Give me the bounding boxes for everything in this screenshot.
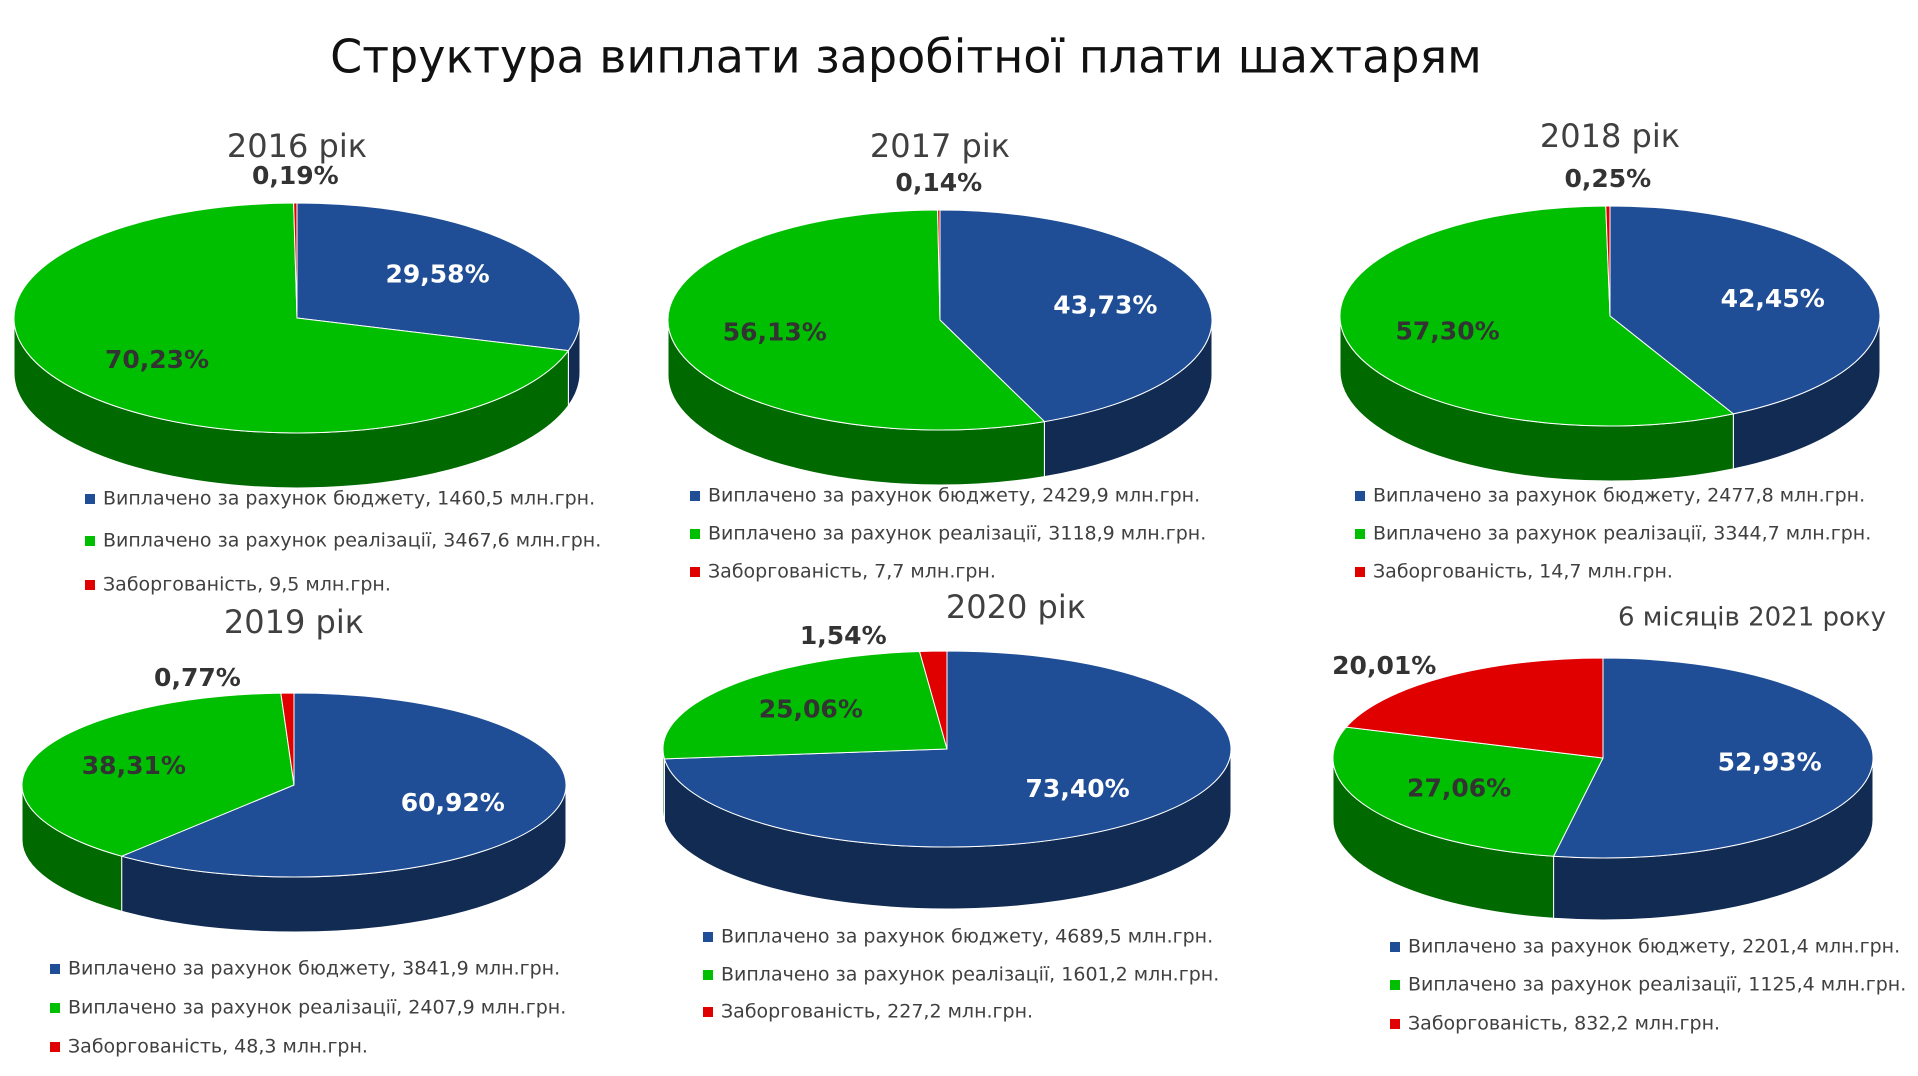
legend-entry: Виплачено за рахунок бюджету, 3841,9 млн… <box>68 958 560 980</box>
pie-chart: 2020 рік 73,40% 25,06% 1,54% Виплачено за ра… <box>662 588 1232 1023</box>
legend-entry: Виплачено за рахунок реалізації, 3118,9 … <box>708 523 1206 545</box>
pie-slice <box>939 209 1213 423</box>
data-label: 20,01% <box>1332 651 1436 680</box>
pie-slice <box>1552 657 1874 859</box>
pie-chart: 2016 рік 29,58% 70,23% 0,19% Виплачено за ра… <box>13 127 601 596</box>
data-label: 43,73% <box>1053 291 1157 320</box>
pie-chart: 2018 рік 42,45% 57,30% 0,25% Виплачено за ра… <box>1339 117 1881 583</box>
legend-entry: Виплачено за рахунок реалізації, 1601,2 … <box>721 964 1219 986</box>
data-label: 29,58% <box>386 259 490 288</box>
chart-title: 2016 рік <box>227 127 367 165</box>
legend-entry: Заборгованість, 48,3 млн.грн. <box>68 1036 368 1058</box>
legend-swatch <box>85 494 95 504</box>
pie-slice <box>293 202 298 319</box>
pie-slice <box>1609 205 1881 415</box>
pie-chart: 2017 рік 43,73% 56,13% 0,14% Виплачено за ра… <box>667 127 1213 583</box>
data-label: 0,77% <box>154 663 241 692</box>
data-label: 73,40% <box>1026 774 1130 803</box>
data-label: 52,93% <box>1718 748 1822 777</box>
data-label: 42,45% <box>1721 284 1825 313</box>
data-label: 0,25% <box>1565 164 1652 193</box>
data-label: 0,14% <box>895 168 982 197</box>
legend-swatch <box>703 932 713 942</box>
pie-slice <box>918 650 948 750</box>
data-label: 60,92% <box>401 788 505 817</box>
data-label: 38,31% <box>82 751 186 780</box>
legend-entry: Виплачено за рахунок бюджету, 2429,9 млн… <box>708 485 1200 507</box>
legend-entry: Виплачено за рахунок бюджету, 2201,4 млн… <box>1408 936 1900 958</box>
chart-title: 2018 рік <box>1540 117 1680 155</box>
legend-entry: Виплачено за рахунок бюджету, 2477,8 млн… <box>1373 485 1865 507</box>
pie-slice <box>937 209 941 321</box>
legend-swatch <box>1390 1019 1400 1029</box>
legend-entry: Заборгованість, 9,5 млн.грн. <box>103 574 391 596</box>
pie-slice <box>663 650 1232 848</box>
legend-swatch <box>690 529 700 539</box>
pie-slice <box>21 692 295 857</box>
legend-swatch <box>85 536 95 546</box>
legend-entry: Виплачено за рахунок реалізації, 3467,6 … <box>103 530 601 552</box>
data-label: 0,19% <box>252 161 339 190</box>
legend-swatch <box>1355 529 1365 539</box>
data-label: 70,23% <box>105 345 209 374</box>
pie-slice <box>662 650 948 760</box>
pie-chart: 6 місяців 2021 року 52,93% 27,06% 20,01% Вип… <box>1332 603 1906 1035</box>
legend-swatch <box>1355 491 1365 501</box>
data-label: 1,54% <box>800 621 887 650</box>
legend-entry: Виплачено за рахунок реалізації, 2407,9 … <box>68 997 566 1019</box>
legend-entry: Заборгованість, 832,2 млн.грн. <box>1408 1013 1720 1035</box>
chart-title: 2019 рік <box>224 603 364 641</box>
pie-slice <box>1345 657 1604 759</box>
data-label: 56,13% <box>723 318 827 347</box>
legend-swatch <box>690 567 700 577</box>
data-label: 27,06% <box>1407 774 1511 803</box>
pie-slice <box>13 202 570 434</box>
legend-swatch <box>85 580 95 590</box>
chart-title: 2020 рік <box>946 588 1086 626</box>
pie-slice <box>667 209 1046 431</box>
pie-slice <box>1332 726 1604 857</box>
chart-title: 6 місяців 2021 року <box>1618 603 1886 633</box>
legend-swatch <box>50 964 60 974</box>
data-label: 57,30% <box>1396 317 1500 346</box>
pie-slice <box>1339 205 1735 427</box>
legend-swatch <box>50 1003 60 1013</box>
chart-title: 2017 рік <box>870 127 1010 165</box>
pie-chart: 2019 рік 60,92% 38,31% 0,77% Виплачено за ра… <box>21 603 567 1058</box>
pie-slice <box>1605 205 1611 317</box>
legend-swatch <box>1390 980 1400 990</box>
pie-slice <box>296 202 581 352</box>
legend-swatch <box>703 1007 713 1017</box>
legend-entry: Виплачено за рахунок бюджету, 1460,5 млн… <box>103 488 595 510</box>
slide-title: Структура виплати заробітної плати шахта… <box>330 30 1482 84</box>
legend-swatch <box>1355 567 1365 577</box>
legend-entry: Виплачено за рахунок реалізації, 1125,4 … <box>1408 974 1906 996</box>
pie-slice <box>280 692 295 786</box>
pie-slice <box>120 692 567 878</box>
legend-entry: Виплачено за рахунок бюджету, 4689,5 млн… <box>721 926 1213 948</box>
data-label: 25,06% <box>759 694 863 723</box>
legend-entry: Виплачено за рахунок реалізації, 3344,7 … <box>1373 523 1871 545</box>
legend-entry: Заборгованість, 227,2 млн.грн. <box>721 1001 1033 1023</box>
legend-swatch <box>1390 942 1400 952</box>
legend-swatch <box>690 491 700 501</box>
legend-swatch <box>703 970 713 980</box>
legend-entry: Заборгованість, 7,7 млн.грн. <box>708 561 996 583</box>
legend-entry: Заборгованість, 14,7 млн.грн. <box>1373 561 1673 583</box>
legend-swatch <box>50 1042 60 1052</box>
